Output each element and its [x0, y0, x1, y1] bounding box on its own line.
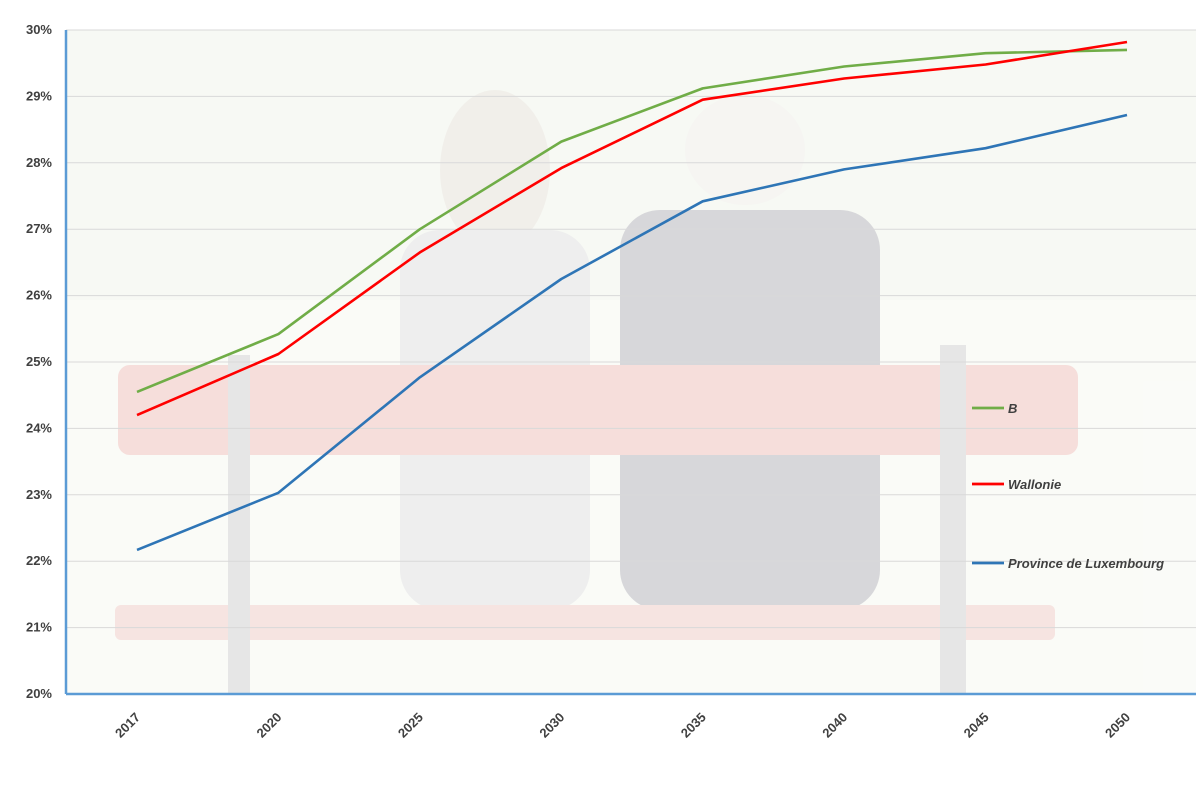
- y-tick-label: 21%: [26, 620, 52, 635]
- y-tick-label: 30%: [26, 22, 52, 37]
- x-tick-label: 2045: [961, 710, 992, 741]
- y-tick-label: 26%: [26, 288, 52, 303]
- series-line: [136, 48, 1128, 394]
- y-tick-label: 29%: [26, 88, 52, 103]
- legend-label: Wallonie: [1008, 477, 1061, 492]
- x-tick-label: 2035: [678, 710, 709, 741]
- series-lines: [136, 40, 1128, 552]
- x-tick-label: 2050: [1102, 710, 1133, 741]
- x-tick-label: 2020: [253, 710, 284, 741]
- background-photo: [66, 30, 1196, 695]
- y-tick-label: 25%: [26, 354, 52, 369]
- y-axis-tick-labels: 20% 21% 22% 23% 24% 25% 26% 27% 28% 29% 30%: [26, 22, 52, 701]
- x-tick-label: 2025: [395, 710, 426, 741]
- legend: B Wallonie Province de Luxembourg: [972, 401, 1164, 571]
- x-tick-label: 2030: [536, 710, 567, 741]
- y-tick-label: 22%: [26, 553, 52, 568]
- y-tick-label: 20%: [26, 686, 52, 701]
- legend-label: Province de Luxembourg: [1008, 556, 1164, 571]
- x-tick-label: 2017: [112, 710, 143, 741]
- x-axis-tick-labels: 2017 2020 2025 2030 2035 2040 2045 2050: [112, 710, 1133, 741]
- axes: [64, 30, 1196, 696]
- y-tick-label: 23%: [26, 487, 52, 502]
- legend-label: B: [1008, 401, 1017, 416]
- series-line: [136, 40, 1128, 417]
- y-tick-label: 24%: [26, 420, 52, 435]
- gridlines: [66, 29, 1196, 629]
- x-tick-label: 2040: [819, 710, 850, 741]
- y-tick-label: 28%: [26, 155, 52, 170]
- series-line: [136, 113, 1128, 552]
- y-tick-label: 27%: [26, 221, 52, 236]
